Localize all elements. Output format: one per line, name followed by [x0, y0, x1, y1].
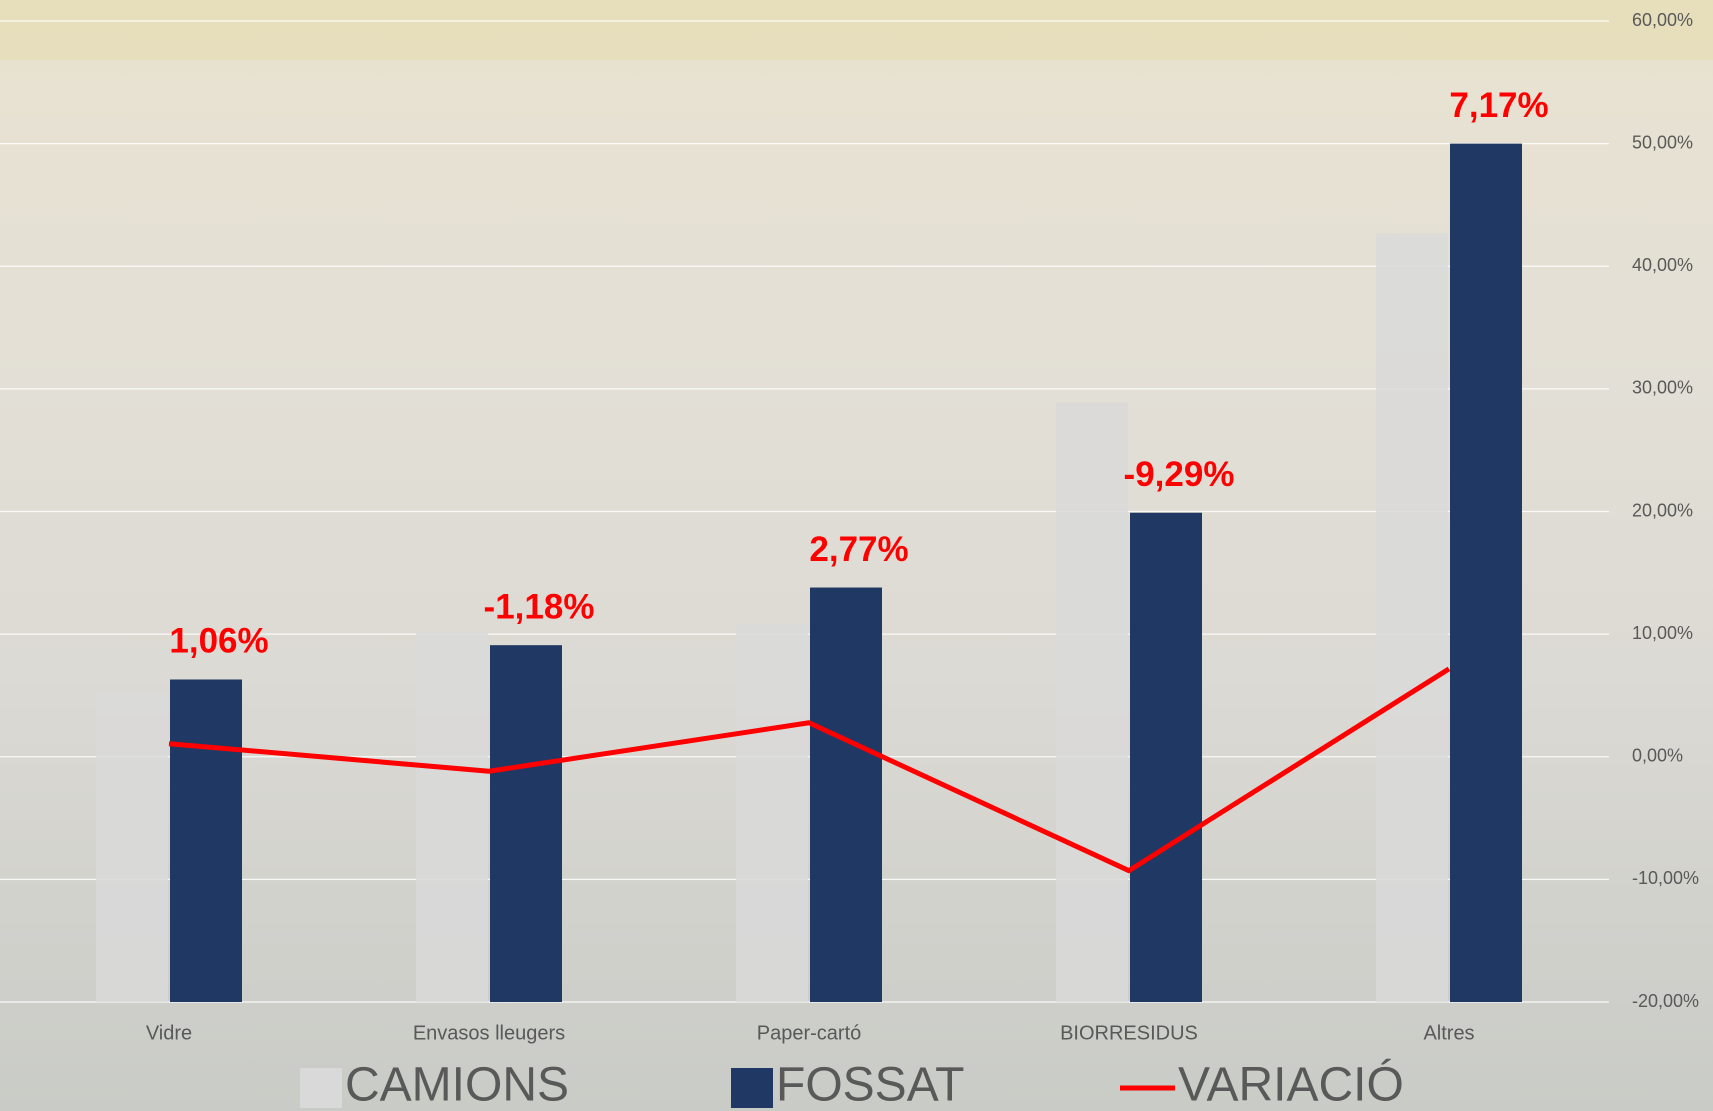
- bar: [170, 679, 242, 1002]
- x-tick-label: Vidre: [146, 1022, 192, 1044]
- y-tick-label: 30,00%: [1632, 378, 1693, 398]
- y-tick-label: 60,00%: [1632, 10, 1693, 30]
- bar: [736, 624, 808, 1002]
- line-series: [168, 666, 1451, 874]
- x-tick-label: Envasos lleugers: [413, 1022, 565, 1044]
- y-tick-label: 50,00%: [1632, 132, 1693, 152]
- data-label: 7,17%: [1449, 86, 1548, 125]
- y-tick-label: -10,00%: [1632, 868, 1699, 888]
- bar: [1056, 402, 1128, 1002]
- y-tick-label: -20,00%: [1632, 991, 1699, 1011]
- legend-swatch: [300, 1068, 342, 1108]
- bar: [1450, 143, 1522, 1002]
- x-tick-label: Paper-cartó: [757, 1022, 862, 1044]
- bar: [810, 587, 882, 1002]
- bar: [416, 632, 488, 1002]
- bar: [490, 645, 562, 1002]
- bar: [1376, 233, 1448, 1003]
- legend-label: FOSSAT: [776, 1059, 964, 1111]
- y-tick-label: 10,00%: [1632, 623, 1693, 643]
- y-tick-label: 40,00%: [1632, 255, 1693, 275]
- y-tick-label: 20,00%: [1632, 500, 1693, 520]
- data-label: 1,06%: [169, 622, 268, 661]
- background-beam: [0, 0, 1713, 60]
- legend-label: VARIACIÓ: [1178, 1058, 1404, 1111]
- bar: [96, 694, 168, 1002]
- legend-swatch: [731, 1068, 773, 1108]
- data-label: 2,77%: [809, 530, 908, 569]
- data-label: -1,18%: [484, 587, 595, 626]
- x-tick-label: BIORRESIDUS: [1060, 1022, 1198, 1044]
- y-tick-label: 0,00%: [1632, 746, 1683, 766]
- data-label: -9,29%: [1124, 455, 1235, 494]
- x-tick-label: Altres: [1423, 1022, 1474, 1044]
- bar: [1130, 512, 1202, 1002]
- legend-label: CAMIONS: [345, 1059, 569, 1111]
